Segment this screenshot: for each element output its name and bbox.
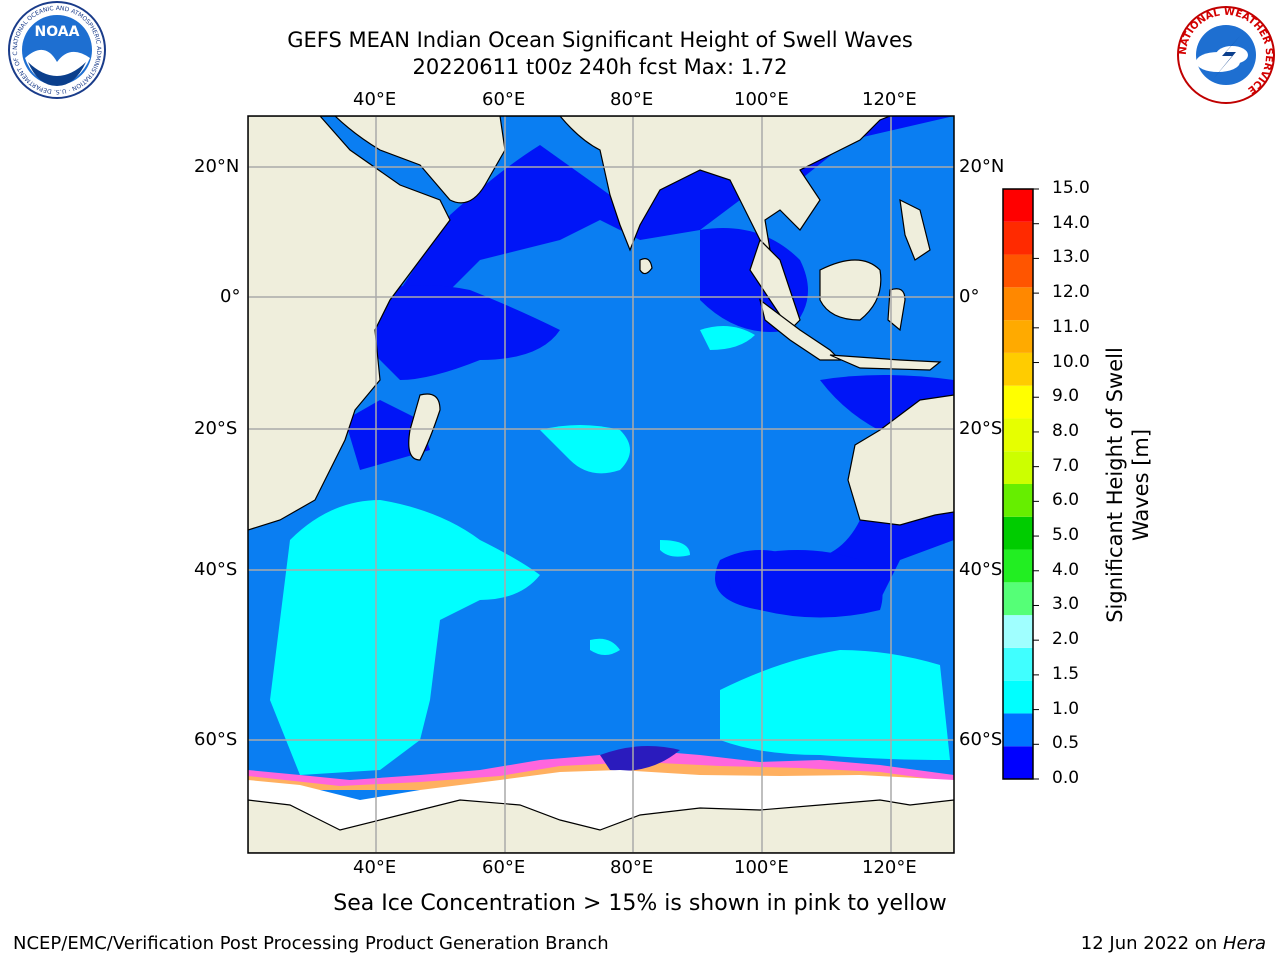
lon-label-bottom-120e: 120°E xyxy=(862,857,917,878)
colorbar-tick-label: 1.0 xyxy=(1052,698,1080,719)
high-swell-regions xyxy=(270,326,950,775)
map-frame xyxy=(247,115,955,854)
lat-label-right-40s: 40°S xyxy=(959,559,1003,580)
graticule xyxy=(248,116,954,853)
lon-label-top-120e: 120°E xyxy=(862,89,917,110)
colorbar-tick-label: 2.0 xyxy=(1052,629,1080,650)
colorbar-tick-label: 13.0 xyxy=(1052,247,1090,268)
sea-ice-note: Sea Ice Concentration > 15% is shown in … xyxy=(333,891,947,916)
colorbar-band xyxy=(1003,418,1033,452)
colorbar-band xyxy=(1003,287,1033,321)
colorbar-tick-label: 4.0 xyxy=(1052,559,1080,580)
colorbar-band xyxy=(1003,615,1033,648)
colorbar-title-line1: Significant Height of Swell xyxy=(1103,347,1127,623)
colorbar-band xyxy=(1003,713,1033,747)
nws-logo: NATIONAL WEATHER SERVICE xyxy=(1177,6,1275,104)
colorbar-band xyxy=(1003,451,1033,484)
svg-text:NOAA: NOAA xyxy=(35,24,80,40)
colorbar-tick-label: 0.5 xyxy=(1052,733,1080,754)
colorbar-tick-label: 11.0 xyxy=(1052,316,1090,337)
colorbar-tick-label: 7.0 xyxy=(1052,455,1080,476)
lat-label-left-20s: 20°S xyxy=(194,418,238,439)
colorbar-tick-label: 5.0 xyxy=(1052,525,1080,546)
lat-label-left-20n: 20°N xyxy=(194,156,240,177)
colorbar-band xyxy=(1003,582,1033,616)
colorbar-band xyxy=(1003,189,1033,222)
land-australia xyxy=(847,394,954,526)
land-masses xyxy=(248,116,954,853)
colorbar-tick-label: 10.0 xyxy=(1052,351,1090,372)
land-sumatra xyxy=(759,298,842,361)
colorbar-bands xyxy=(1003,189,1033,779)
lat-label-left-40s: 40°S xyxy=(194,559,238,580)
colorbar-tick-label: 6.0 xyxy=(1052,490,1080,511)
lon-label-bottom-40e: 40°E xyxy=(353,857,397,878)
lat-label-left-60s: 60°S xyxy=(194,729,238,750)
colorbar-band xyxy=(1003,746,1033,779)
land-madagascar xyxy=(408,393,441,461)
colorbar-tick-label: 15.0 xyxy=(1052,178,1090,198)
map-title-line1: GEFS MEAN Indian Ocean Significant Heigh… xyxy=(287,28,913,52)
colorbar-band xyxy=(1003,647,1033,681)
colorbar-tick-label: 9.0 xyxy=(1052,386,1080,407)
colorbar-band xyxy=(1003,484,1033,517)
land-sri-lanka xyxy=(639,258,653,275)
colorbar-band xyxy=(1003,221,1033,255)
footer-date: 12 Jun 2022 on Hera xyxy=(1081,933,1266,954)
colorbar-tick-label: 14.0 xyxy=(1052,212,1090,233)
lon-label-top-60e: 60°E xyxy=(482,89,526,110)
colorbar-band xyxy=(1003,254,1033,288)
footer-host: Hera xyxy=(1222,933,1266,954)
lon-label-top-40e: 40°E xyxy=(353,89,397,110)
lon-label-bottom-80e: 80°E xyxy=(610,857,654,878)
lon-label-bottom-100e: 100°E xyxy=(734,857,789,878)
colorbar-tick-label: 0.0 xyxy=(1052,768,1080,788)
colorbar-tick-marks xyxy=(1033,188,1039,780)
colorbar-band xyxy=(1003,320,1033,353)
colorbar-band xyxy=(1003,385,1033,419)
colorbar-tick-label: 1.5 xyxy=(1052,663,1080,684)
lat-label-left-0: 0° xyxy=(220,286,241,307)
lat-label-right-0: 0° xyxy=(959,286,980,307)
footer-branch: NCEP/EMC/Verification Post Processing Pr… xyxy=(13,933,609,954)
colorbar-tick-label: 12.0 xyxy=(1052,282,1090,303)
colorbar-title: Significant Height of Swell Waves [m] xyxy=(1102,347,1154,623)
colorbar-tick-label: 3.0 xyxy=(1052,594,1080,615)
lat-label-right-60s: 60°S xyxy=(959,729,1003,750)
land-east-africa xyxy=(248,116,451,531)
land-philippines xyxy=(899,198,931,261)
colorbar-title-line2: Waves [m] xyxy=(1129,428,1153,542)
lat-label-right-20s: 20°S xyxy=(959,418,1003,439)
lon-label-top-80e: 80°E xyxy=(610,89,654,110)
colorbar-band xyxy=(1003,680,1033,714)
land-java xyxy=(829,354,942,371)
map-plot-area xyxy=(248,116,954,853)
map-title-line2: 20220611 t00z 240h fcst Max: 1.72 xyxy=(412,55,788,79)
footer-date-text: 12 Jun 2022 on xyxy=(1080,933,1223,954)
colorbar-tick-label: 8.0 xyxy=(1052,420,1080,441)
lat-label-right-20n: 20°N xyxy=(959,156,1005,177)
colorbar-band xyxy=(1003,549,1033,583)
lon-label-bottom-60e: 60°E xyxy=(482,857,526,878)
lon-label-top-100e: 100°E xyxy=(734,89,789,110)
land-sulawesi xyxy=(887,288,906,332)
land-antarctica xyxy=(248,799,954,853)
colorbar-band xyxy=(1003,352,1033,386)
colorbar-band xyxy=(1003,516,1033,550)
colorbar-frame xyxy=(1002,188,1034,780)
